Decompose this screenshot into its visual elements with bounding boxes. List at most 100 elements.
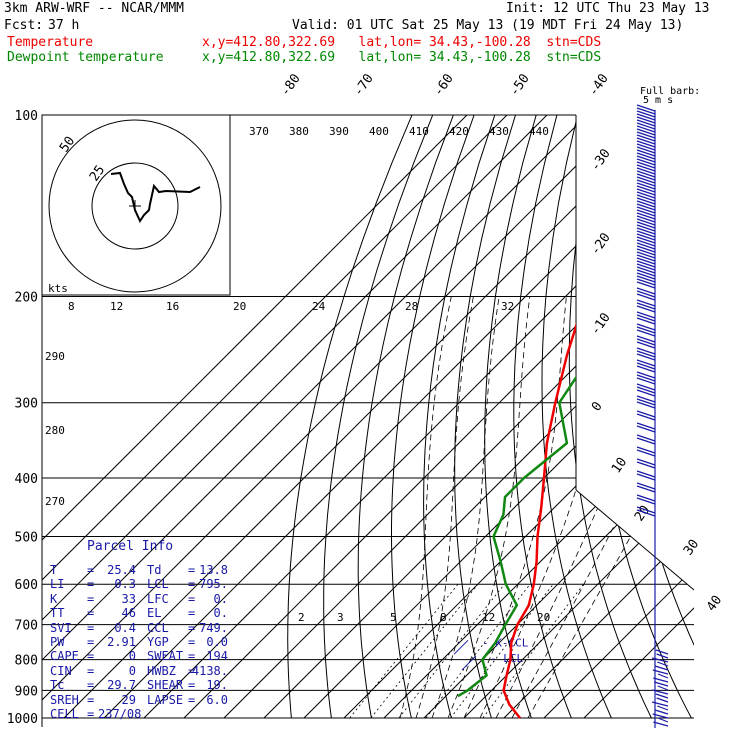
dewpoint-legend-info: x,y=412.80,322.69 lat,lon= 34.43,-100.28…	[202, 50, 602, 65]
wind-barb	[636, 149, 656, 157]
wind-barb	[636, 275, 656, 283]
parcel-key: K	[50, 591, 58, 606]
wind-barb	[636, 497, 656, 505]
wind-barb	[653, 677, 669, 683]
wind-barb	[636, 311, 656, 319]
wind-barb	[657, 685, 669, 691]
wind-barb	[636, 269, 656, 277]
wind-barb	[636, 248, 656, 256]
wind-barb	[636, 155, 656, 163]
parcel-value: 6.0	[206, 692, 228, 707]
wind-barb	[636, 137, 656, 145]
isotherm-label: 30	[681, 537, 702, 558]
wind-barb	[636, 221, 656, 229]
parcel-eq: =	[87, 635, 95, 649]
moist-adiabat-line	[479, 296, 611, 719]
wind-barb	[636, 152, 656, 160]
isotherm-line	[423, 115, 694, 719]
forecast-label: Fcst:	[4, 18, 44, 33]
level-annotation: - LCL	[490, 652, 523, 665]
parcel-eq: =	[87, 692, 95, 707]
wind-barb	[636, 251, 656, 259]
theta-label: 370	[249, 125, 269, 138]
parcel-key: LFC	[147, 591, 169, 606]
parcel-value: 0	[128, 649, 136, 664]
wind-barb	[636, 329, 656, 337]
dry-adiabat-line	[541, 115, 612, 719]
wind-barb	[652, 713, 669, 719]
wind-barb	[636, 446, 656, 454]
parcel-info-title: Parcel Info	[87, 539, 174, 554]
wind-barb	[636, 506, 656, 514]
parcel-eq: =	[87, 678, 95, 693]
mixing-ratio-label: 2	[298, 611, 305, 624]
parcel-eq: =	[87, 606, 95, 621]
wind-barb	[655, 693, 669, 699]
wind-barb	[636, 398, 656, 406]
parcel-value: 0.3	[114, 577, 136, 592]
dry-adiabat-line	[670, 115, 694, 719]
dry-adiabat-line	[454, 115, 516, 719]
wind-barb	[636, 140, 656, 148]
model-title: 3km ARW-WRF -- NCAR/MMM	[4, 1, 185, 16]
wind-barb	[636, 437, 656, 445]
wind-barb	[636, 260, 656, 268]
dry-adiabat-line	[323, 115, 434, 719]
parcel-key: LCL	[147, 577, 169, 592]
speed-scale-label: 12	[110, 300, 123, 313]
isotherm-line	[583, 115, 694, 719]
parcel-eq: =	[87, 591, 95, 606]
parcel-eq: =	[188, 606, 196, 621]
parcel-eq: =	[87, 563, 95, 577]
isotherm-label: -50	[507, 71, 533, 99]
wind-barb	[654, 665, 669, 671]
speed-scale-label: 24	[312, 300, 326, 313]
mixing-ratio-label: 20	[537, 611, 550, 624]
wind-barb	[636, 434, 656, 442]
dry-adiabat-line	[621, 115, 694, 719]
pressure-tick-label: 300	[15, 397, 38, 412]
parcel-key: T	[50, 563, 58, 577]
wind-barb	[636, 242, 656, 250]
parcel-key: LAPSE	[147, 692, 184, 707]
dry-adiabat-line	[695, 115, 740, 718]
wind-barb	[654, 681, 669, 687]
isotherm-label: -10	[588, 310, 614, 338]
wind-barb	[636, 197, 656, 205]
wind-barb	[636, 179, 656, 187]
parcel-key: CAPE	[50, 649, 79, 664]
dewpoint-legend-label: Dewpoint temperature	[7, 50, 164, 65]
wind-barb	[636, 335, 656, 343]
wind-barb	[636, 143, 656, 151]
wind-barb	[656, 697, 669, 703]
parcel-value: 25.4	[107, 563, 136, 577]
isotherm-line	[143, 115, 694, 719]
hodograph-ring-label: 50	[57, 134, 78, 155]
wind-barb	[636, 473, 656, 481]
parcel-value: 194	[206, 649, 228, 664]
parcel-eq: =	[188, 663, 196, 678]
wind-barb	[636, 194, 656, 202]
wind-barb	[636, 458, 656, 466]
theta-label-left: 290	[45, 350, 65, 363]
init-time: Init: 12 UTC Thu 23 May 13	[506, 1, 710, 16]
wind-barb	[636, 131, 656, 139]
isotherm-line	[383, 115, 694, 719]
parcel-eq: =	[87, 707, 95, 721]
wind-barb	[636, 161, 656, 169]
wind-barb	[636, 227, 656, 235]
moist-adiabat-line	[495, 296, 661, 719]
pressure-tick-label: 800	[15, 654, 38, 669]
parcel-value: 0	[128, 663, 136, 678]
parcel-eq: =	[188, 577, 196, 592]
dry-adiabat-line	[484, 115, 537, 719]
temperature-trace	[502, 115, 694, 719]
speed-scale-label: 8	[68, 300, 75, 313]
parcel-key: HWBZ	[147, 663, 176, 678]
parcel-key: SWEAT	[147, 649, 184, 664]
hodograph-frame	[41, 114, 231, 296]
wind-barb	[657, 673, 669, 679]
hodograph-ring-label: 25	[87, 163, 108, 184]
